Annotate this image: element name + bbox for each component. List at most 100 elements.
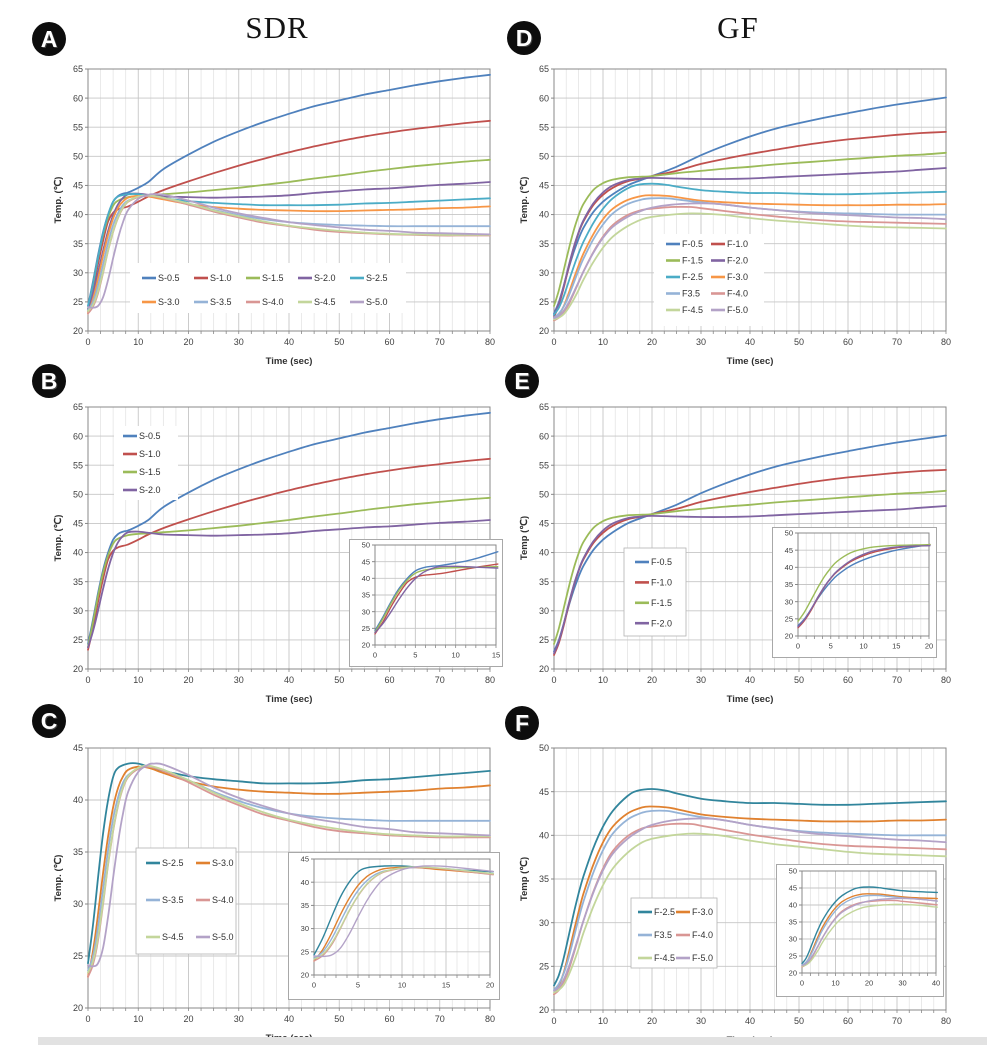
svg-text:40: 40 — [284, 675, 294, 685]
svg-text:0: 0 — [551, 1016, 556, 1026]
svg-text:30: 30 — [898, 979, 906, 988]
svg-text:S-2.5: S-2.5 — [366, 273, 388, 283]
svg-text:40: 40 — [745, 1016, 755, 1026]
svg-text:20: 20 — [183, 1014, 193, 1024]
svg-text:F-2.0: F-2.0 — [651, 618, 672, 628]
svg-text:65: 65 — [539, 64, 549, 74]
svg-text:5: 5 — [413, 651, 417, 660]
svg-text:S-1.0: S-1.0 — [210, 273, 232, 283]
svg-text:F-1.0: F-1.0 — [727, 239, 748, 249]
svg-text:10: 10 — [133, 675, 143, 685]
svg-text:60: 60 — [384, 675, 394, 685]
svg-text:Time (sec): Time (sec) — [266, 356, 313, 367]
svg-text:S-4.0: S-4.0 — [212, 895, 234, 905]
svg-text:65: 65 — [539, 402, 549, 412]
svg-text:80: 80 — [941, 1016, 951, 1026]
svg-text:10: 10 — [598, 337, 608, 347]
svg-text:25: 25 — [73, 297, 83, 307]
svg-text:35: 35 — [785, 580, 793, 589]
svg-text:S-3.5: S-3.5 — [162, 895, 184, 905]
svg-text:45: 45 — [539, 519, 549, 529]
chart-gf-thick-groups: 2025303540455001020304050607080Time (sec… — [519, 743, 951, 1045]
svg-text:30: 30 — [73, 606, 83, 616]
svg-text:60: 60 — [384, 1014, 394, 1024]
panel-label-badge-b: B — [32, 364, 66, 398]
svg-text:20: 20 — [647, 675, 657, 685]
svg-text:10: 10 — [133, 337, 143, 347]
svg-text:30: 30 — [234, 675, 244, 685]
svg-text:30: 30 — [696, 675, 706, 685]
svg-text:S-0.5: S-0.5 — [158, 273, 180, 283]
svg-text:S-2.5: S-2.5 — [162, 858, 184, 868]
svg-text:S-2.0: S-2.0 — [314, 273, 336, 283]
svg-text:S-2.0: S-2.0 — [139, 485, 161, 495]
svg-text:70: 70 — [435, 1014, 445, 1024]
svg-text:5: 5 — [356, 981, 360, 990]
svg-text:25: 25 — [785, 614, 793, 623]
svg-text:50: 50 — [334, 675, 344, 685]
svg-text:60: 60 — [73, 431, 83, 441]
svg-text:60: 60 — [73, 93, 83, 103]
svg-text:30: 30 — [234, 337, 244, 347]
svg-text:35: 35 — [539, 239, 549, 249]
svg-text:0: 0 — [85, 337, 90, 347]
svg-text:Temp. (℃): Temp. (℃) — [519, 177, 530, 224]
svg-text:55: 55 — [73, 460, 83, 470]
svg-text:40: 40 — [362, 574, 370, 583]
svg-text:40: 40 — [73, 795, 83, 805]
svg-text:50: 50 — [789, 867, 797, 876]
svg-text:35: 35 — [539, 874, 549, 884]
svg-text:15: 15 — [492, 651, 500, 660]
svg-text:F-2.0: F-2.0 — [727, 256, 748, 266]
svg-text:40: 40 — [539, 830, 549, 840]
svg-text:S-3.5: S-3.5 — [210, 297, 232, 307]
svg-text:20: 20 — [647, 337, 657, 347]
svg-text:45: 45 — [362, 557, 370, 566]
svg-text:40: 40 — [284, 1014, 294, 1024]
svg-text:25: 25 — [539, 961, 549, 971]
svg-text:25: 25 — [73, 951, 83, 961]
svg-text:30: 30 — [539, 268, 549, 278]
svg-text:50: 50 — [73, 489, 83, 499]
column-title-gf: GF — [717, 10, 759, 45]
svg-text:40: 40 — [932, 979, 940, 988]
svg-text:Time (sec): Time (sec) — [266, 694, 313, 705]
panel-label-badge-c: C — [32, 704, 66, 738]
svg-text:50: 50 — [334, 1014, 344, 1024]
svg-text:F-4.0: F-4.0 — [727, 289, 748, 299]
svg-text:F-4.5: F-4.5 — [654, 953, 675, 963]
svg-text:70: 70 — [435, 337, 445, 347]
svg-text:F-3.0: F-3.0 — [692, 907, 713, 917]
svg-text:10: 10 — [598, 1016, 608, 1026]
svg-text:45: 45 — [73, 519, 83, 529]
svg-text:10: 10 — [451, 651, 459, 660]
svg-text:25: 25 — [789, 952, 797, 961]
svg-text:60: 60 — [843, 1016, 853, 1026]
svg-text:50: 50 — [539, 489, 549, 499]
svg-text:45: 45 — [785, 546, 793, 555]
svg-text:30: 30 — [301, 924, 309, 933]
svg-text:70: 70 — [892, 337, 902, 347]
svg-text:30: 30 — [234, 1014, 244, 1024]
svg-text:80: 80 — [485, 337, 495, 347]
svg-text:0: 0 — [551, 675, 556, 685]
svg-text:25: 25 — [362, 624, 370, 633]
svg-text:35: 35 — [73, 239, 83, 249]
svg-text:25: 25 — [301, 947, 309, 956]
svg-text:40: 40 — [284, 337, 294, 347]
svg-text:20: 20 — [362, 641, 370, 650]
svg-text:70: 70 — [435, 675, 445, 685]
svg-text:80: 80 — [485, 1014, 495, 1024]
svg-text:80: 80 — [941, 675, 951, 685]
svg-text:20: 20 — [183, 675, 193, 685]
svg-text:25: 25 — [539, 635, 549, 645]
panel-label-badge-f: F — [505, 706, 539, 740]
svg-text:0: 0 — [85, 1014, 90, 1024]
svg-text:F3.5: F3.5 — [682, 289, 700, 299]
svg-text:55: 55 — [73, 122, 83, 132]
svg-text:10: 10 — [133, 1014, 143, 1024]
svg-text:35: 35 — [362, 591, 370, 600]
svg-text:15: 15 — [892, 642, 900, 651]
chart-sdr-thin-inset: 20 25 30 35 40 45 50 0 5 10 15 — [349, 539, 503, 667]
svg-text:F-0.5: F-0.5 — [651, 557, 672, 567]
